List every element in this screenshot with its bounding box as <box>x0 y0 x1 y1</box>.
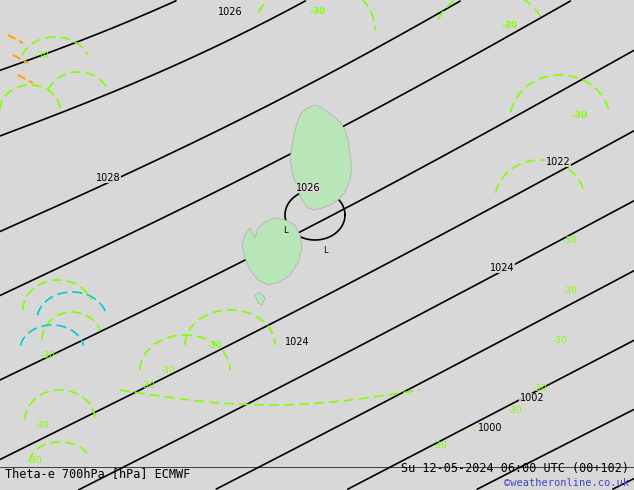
Text: 1026: 1026 <box>217 7 242 17</box>
Text: 1024: 1024 <box>489 263 514 273</box>
Text: -30: -30 <box>502 21 518 29</box>
Text: -30: -30 <box>41 350 55 360</box>
Polygon shape <box>242 218 302 285</box>
Text: -30: -30 <box>160 366 176 374</box>
Polygon shape <box>255 292 265 305</box>
Text: -30: -30 <box>141 381 155 390</box>
Text: L: L <box>323 245 327 254</box>
Text: 1022: 1022 <box>546 157 571 167</box>
Text: -30: -30 <box>207 341 223 349</box>
Text: -30: -30 <box>562 236 578 245</box>
Text: Theta-e 700hPa [hPa] ECMWF: Theta-e 700hPa [hPa] ECMWF <box>5 467 190 480</box>
Text: -30: -30 <box>35 50 49 59</box>
Text: -30: -30 <box>35 420 49 430</box>
Text: -30: -30 <box>508 406 522 415</box>
Text: -30: -30 <box>562 286 578 294</box>
Polygon shape <box>290 105 352 210</box>
Text: -30: -30 <box>472 425 488 435</box>
Text: -30: -30 <box>533 384 547 392</box>
Text: L: L <box>283 225 287 235</box>
Text: -30: -30 <box>310 7 326 17</box>
Text: -30: -30 <box>553 336 567 344</box>
Text: -30: -30 <box>28 456 42 465</box>
Text: -30: -30 <box>432 441 448 449</box>
Text: ©weatheronline.co.uk: ©weatheronline.co.uk <box>504 478 629 488</box>
Text: 1002: 1002 <box>520 393 545 403</box>
Text: 1024: 1024 <box>285 337 309 347</box>
Text: Su 12-05-2024 06:00 UTC (00+102): Su 12-05-2024 06:00 UTC (00+102) <box>401 462 629 475</box>
Text: 1026: 1026 <box>295 183 320 193</box>
Text: 1028: 1028 <box>96 173 120 183</box>
Text: -30: -30 <box>572 111 588 120</box>
Text: 1000: 1000 <box>478 423 502 433</box>
